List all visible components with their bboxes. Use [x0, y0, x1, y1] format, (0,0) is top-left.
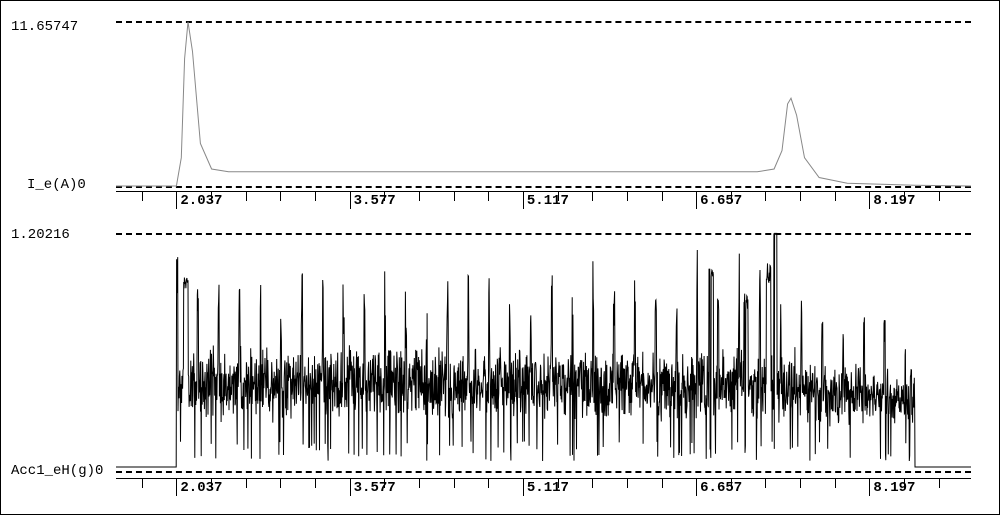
figure-container: 11.65747 I_e(A)0 2.0373.5775.1176.6578.1… — [0, 0, 1000, 515]
bottom-plot-svg — [1, 1, 1000, 516]
x-tick-label: 2.037 — [180, 480, 222, 496]
x-tick-label: 6.657 — [700, 480, 742, 496]
x-minor-tick — [280, 478, 281, 488]
x-major-tick — [176, 478, 177, 496]
bottom-series-line — [116, 233, 971, 467]
x-tick-label: 5.117 — [527, 480, 569, 496]
x-minor-tick — [488, 478, 489, 488]
x-minor-tick — [592, 478, 593, 488]
x-major-tick — [869, 478, 870, 496]
x-minor-tick — [558, 478, 559, 488]
x-minor-tick — [765, 478, 766, 488]
x-major-tick — [350, 478, 351, 496]
x-tick-label: 8.197 — [873, 480, 915, 496]
x-minor-tick — [662, 478, 663, 488]
x-major-tick — [523, 478, 524, 496]
x-minor-tick — [246, 478, 247, 488]
x-minor-tick — [835, 478, 836, 488]
x-minor-tick — [904, 478, 905, 488]
x-major-tick — [696, 478, 697, 496]
x-minor-tick — [142, 478, 143, 488]
x-minor-tick — [731, 478, 732, 488]
x-minor-tick — [419, 478, 420, 488]
x-minor-tick — [627, 478, 628, 488]
x-minor-tick — [454, 478, 455, 488]
x-tick-label: 3.577 — [354, 480, 396, 496]
x-minor-tick — [211, 478, 212, 488]
bottom-x-axis — [116, 478, 971, 479]
x-minor-tick — [800, 478, 801, 488]
x-minor-tick — [939, 478, 940, 488]
x-minor-tick — [384, 478, 385, 488]
x-minor-tick — [315, 478, 316, 488]
